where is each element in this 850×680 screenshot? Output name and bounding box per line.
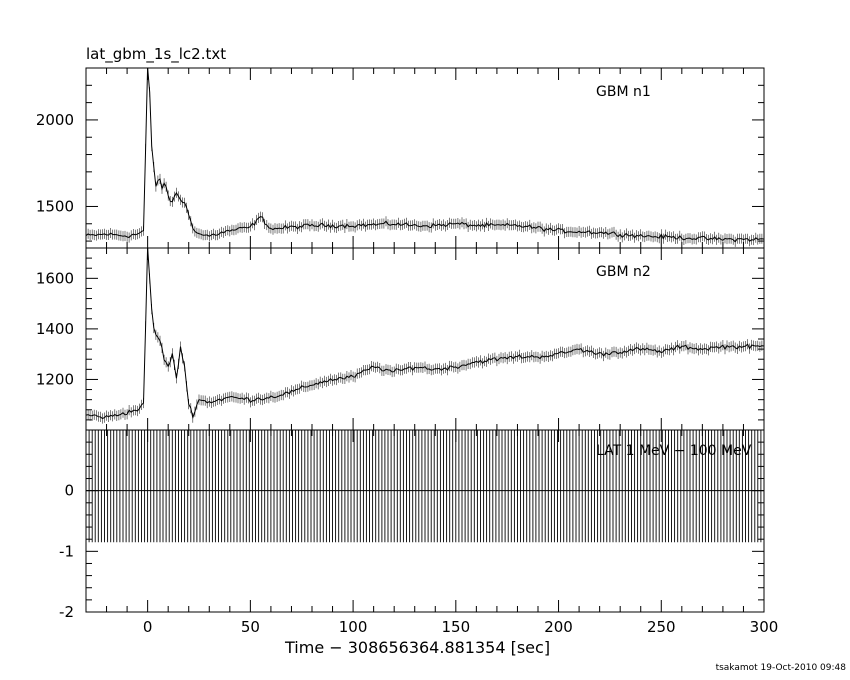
panel-frame <box>85 429 765 613</box>
panel-2: 1200 1400 1600 GBM n2 <box>36 247 765 431</box>
panel-data <box>86 248 764 424</box>
y-tick-label: 1500 <box>36 197 74 215</box>
x-tick-label: 150 <box>441 618 470 636</box>
x-axis-label: Time − 308656364.881354 [sec] <box>285 638 551 657</box>
figure-title: lat_gbm_1s_lc2.txt <box>86 45 227 63</box>
y-tick-label: 0 <box>64 482 74 500</box>
panel-label: LAT 1 MeV − 100 MeV <box>596 443 752 459</box>
panel-frame <box>85 247 765 431</box>
y-tick-label: 1200 <box>36 370 74 388</box>
y-tick-label: 1400 <box>36 320 74 338</box>
y-tick-label: -1 <box>59 542 74 560</box>
panel-label: GBM n1 <box>596 84 651 100</box>
series-line <box>86 248 764 420</box>
series-line <box>86 68 764 243</box>
x-tick-label: 0 <box>143 618 153 636</box>
error-bars <box>86 68 764 247</box>
footer-timestamp: tsakamot 19-Oct-2010 09:48 <box>715 663 846 673</box>
y-tick-label: -2 <box>59 603 74 621</box>
panel-label: GBM n2 <box>596 264 651 280</box>
panel-1: 1500 2000 GBM n1 <box>36 67 765 249</box>
x-tick-label: 50 <box>241 618 260 636</box>
x-tick-label: 300 <box>750 618 779 636</box>
y-tick-label: 1600 <box>36 269 74 287</box>
x-tick-label: 250 <box>647 618 676 636</box>
x-tick-label: 200 <box>544 618 573 636</box>
panel-3: -2 -1 0 0 50 100 150 200 250 300 LAT 1 MeV − 100 M… <box>59 429 779 636</box>
x-tick-label: 100 <box>339 618 368 636</box>
error-bars <box>86 430 764 543</box>
panel-data <box>86 430 764 543</box>
panel-data <box>86 68 764 247</box>
y-tick-label: 2000 <box>36 111 74 129</box>
